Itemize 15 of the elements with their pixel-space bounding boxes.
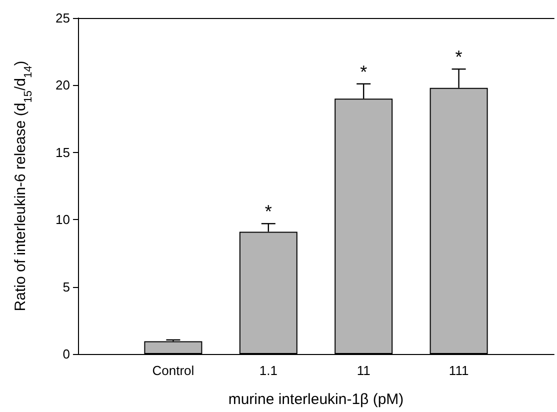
- y-tick-label: 10: [56, 212, 70, 228]
- y-tick-label: 0: [62, 346, 70, 362]
- annotation: *: [264, 202, 272, 222]
- annotation: *: [455, 47, 462, 68]
- y-tick-label: 25: [56, 10, 70, 26]
- y-axis-title: Ratio of interleukin-6 release (d15/d14): [12, 60, 34, 312]
- x-tick-label: 1.1: [259, 363, 278, 378]
- x-tick-label: 11: [356, 363, 370, 378]
- x-tick-label: 111: [448, 363, 469, 378]
- x-axis-title: murine interleukin-1β (pM): [228, 391, 404, 408]
- y-tick-label: 20: [56, 78, 70, 93]
- x-tick-label: Control: [152, 363, 194, 378]
- y-tick-label: 5: [62, 279, 70, 294]
- annotation: *: [360, 62, 368, 82]
- y-tick-label: 15: [56, 144, 70, 160]
